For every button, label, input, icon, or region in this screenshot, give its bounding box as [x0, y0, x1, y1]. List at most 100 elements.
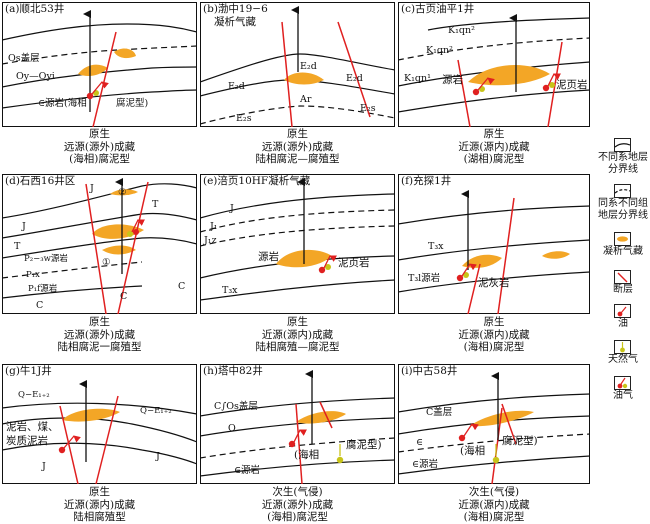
legend-solid-boundary: 不同系地层分界线	[596, 138, 650, 176]
label-oy-oyi: Oy—Oyi	[16, 71, 55, 82]
panel-f: (f)充探1井 T₃x T₃l源岩 泥灰岩	[398, 174, 590, 314]
label-t-d-right: T	[152, 199, 159, 210]
legend-condensate: 凝析气藏	[596, 232, 650, 258]
panel-b-title: (b)渤中19−6	[203, 3, 268, 15]
panel-f-sketch	[398, 174, 590, 314]
label-j1-e: J₁	[210, 221, 218, 232]
panel-i: (i)中古58井 C盖层 ∈ (海相 腐泥型) ∈源岩	[398, 364, 590, 484]
panel-d: (d)石西16井区 J T J T P₂−₃w源岩 P₁x P₁f源岩 C C …	[2, 174, 197, 314]
panel-c: (c)古页油平1井 K₁qn² K₁qn² K₁qn¹ 源岩 泥页岩	[398, 2, 590, 127]
caption-f-line3: (海相)腐泥型	[463, 341, 525, 353]
oil-gas-arrow-icon	[614, 376, 631, 390]
label-reservoir-2: ②	[118, 187, 127, 198]
panel-e-caption: 原生 近源(源内)成藏 陆相腐殖—腐泥型	[200, 316, 395, 354]
dashed-boundary-icon	[614, 184, 631, 198]
panel-b-subtitle: 凝析气藏	[214, 16, 256, 28]
label-j-g-left: J	[42, 461, 46, 472]
label-k1qn2: K₁qn²	[426, 45, 453, 56]
label-source-rock-i: ∈源岩	[412, 459, 439, 470]
caption-i-line3: (海相)腐泥型	[463, 511, 525, 523]
panel-i-sketch	[398, 364, 590, 484]
label-e2d-left: E₂d	[228, 81, 245, 92]
panel-c-caption: 原生 近源(源内)成藏 (湖相)腐泥型	[398, 128, 590, 166]
label-source-rock-e: 源岩	[258, 251, 279, 263]
caption-c-line2: 近源(源内)成藏	[458, 140, 530, 153]
panel-g-caption: 原生 近源(源内)成藏 陆相腐殖型	[2, 486, 197, 524]
label-reservoir-1: ①	[102, 257, 111, 268]
label-source-rock: ∈源岩(海相	[38, 98, 87, 109]
label-t3x-f: T₃x	[428, 241, 444, 252]
caption-d-line1: 原生	[89, 316, 110, 328]
label-mud-shale-e: 泥页岩	[338, 257, 370, 269]
label-sapropelic-i: 腐泥型)	[502, 435, 538, 447]
label-source-rock-h: ∈源岩	[234, 465, 261, 476]
caption-f-line1: 原生	[483, 316, 505, 328]
panel-g-title: (g)牛1J井	[5, 365, 52, 377]
label-k1qn1: K₁qn¹	[404, 73, 431, 84]
label-mud-shale-c: 泥页岩	[556, 79, 588, 91]
label-marine-i: (海相	[460, 445, 486, 457]
legend-dashed-boundary: 同系不同组地层分界线	[596, 184, 650, 222]
caption-d-line2: 远源(源外)成藏	[63, 328, 136, 341]
caption-i-line2: 近源(源内)成藏	[458, 498, 530, 511]
panel-a-title: (a)顺北53井	[5, 3, 65, 15]
label-t-d-left: T	[14, 241, 21, 252]
panel-a-caption: 原生 远源(源外)成藏 (海相)腐泥型	[2, 128, 197, 166]
panel-i-caption: 次生(气侵) 近源(源内)成藏 (海相)腐泥型	[398, 486, 590, 524]
panel-d-title: (d)石西16井区	[5, 175, 76, 187]
legend-gas-label: 天然气	[608, 354, 638, 365]
label-j-d-top: J	[90, 183, 94, 194]
solid-boundary-icon	[614, 138, 631, 152]
caption-f-line2: 近源(源内)成藏	[458, 328, 530, 341]
label-c-d-right: C	[178, 281, 186, 292]
gas-arrow-icon	[614, 340, 631, 354]
label-p1f-source: P₁f源岩	[28, 284, 58, 294]
caption-a-line3: (海相)腐泥型	[69, 153, 130, 165]
legend-oil-gas: 油气	[596, 376, 650, 402]
label-cambrian-i: ∈	[416, 437, 424, 448]
label-q-e-right: Q−E₁₊₂	[140, 406, 172, 416]
panel-h-caption: 次生(气侵) 近源(源外)成藏 (海相)腐泥型	[200, 486, 395, 524]
panel-a-sketch	[2, 2, 197, 127]
label-j1z-e: J₁z	[204, 235, 217, 246]
oil-arrow-icon	[614, 304, 631, 318]
label-j-e: J	[230, 203, 234, 214]
fault-icon	[614, 270, 631, 284]
caption-e-line3: 陆相腐殖—腐泥型	[255, 341, 340, 353]
panel-g: (g)牛1J井 Q−E₁₊₂ Q−E₁₊₂ 泥岩、煤、 炭质泥岩 J J	[2, 364, 197, 484]
label-carbonaceous-mud: 炭质泥岩	[6, 435, 48, 447]
label-c-caprock: C盖层	[426, 407, 453, 418]
label-c-d-bottom: C	[36, 300, 44, 311]
legend-oil-gas-label: 油气	[613, 390, 633, 401]
panel-c-title: (c)古页油平1井	[401, 3, 475, 15]
label-e2s-right: E₂s	[360, 103, 376, 114]
caption-e-line1: 原生	[287, 316, 308, 328]
label-os-caprock: Os盖层	[8, 53, 40, 64]
panel-e: (e)涪页10HF凝析气藏 J J₁ J₁z T₃x 源岩 泥页岩	[200, 174, 395, 314]
legend-solid-boundary-label: 不同系地层分界线	[598, 152, 648, 175]
panel-f-title: (f)充探1井	[401, 175, 452, 187]
label-p2-3w-source: P₂−₃w源岩	[24, 254, 68, 264]
label-ar: Ar	[300, 94, 312, 105]
panel-i-title: (i)中古58井	[401, 365, 458, 377]
label-p1x: P₁x	[26, 270, 40, 280]
legend-dashed-boundary-label: 同系不同组地层分界线	[598, 198, 648, 221]
caption-d-line3: 陆相腐泥一腐殖型	[57, 341, 142, 353]
legend-gas: 天然气	[596, 340, 650, 366]
caption-b-line2: 远源(源外)成藏	[261, 140, 334, 153]
panel-b-caption: 原生 远源(源外)成藏 陆相腐泥—腐殖型	[200, 128, 395, 166]
legend-oil: 油	[596, 304, 650, 330]
label-c-d-center: C	[120, 291, 128, 302]
label-sapropelic: 腐泥型)	[116, 98, 149, 109]
legend-fault-label: 断层	[613, 284, 633, 295]
caption-g-line1: 原生	[89, 486, 110, 498]
caption-g-line2: 近源(源内)成藏	[63, 498, 136, 511]
label-mudstone-coal: 泥岩、煤、	[6, 421, 59, 433]
panel-b-sketch	[200, 2, 395, 127]
label-marine-h: (海相	[294, 449, 320, 461]
panel-d-caption: 原生 远源(源外)成藏 陆相腐泥一腐殖型	[2, 316, 197, 354]
label-o-h: O	[228, 423, 236, 434]
panel-a: (a)顺北53井 Os盖层 Oy—Oyi ∈源岩(海相 腐泥型)	[2, 2, 197, 127]
label-j-g-right: J	[156, 451, 160, 462]
panel-e-title: (e)涪页10HF凝析气藏	[203, 175, 311, 187]
